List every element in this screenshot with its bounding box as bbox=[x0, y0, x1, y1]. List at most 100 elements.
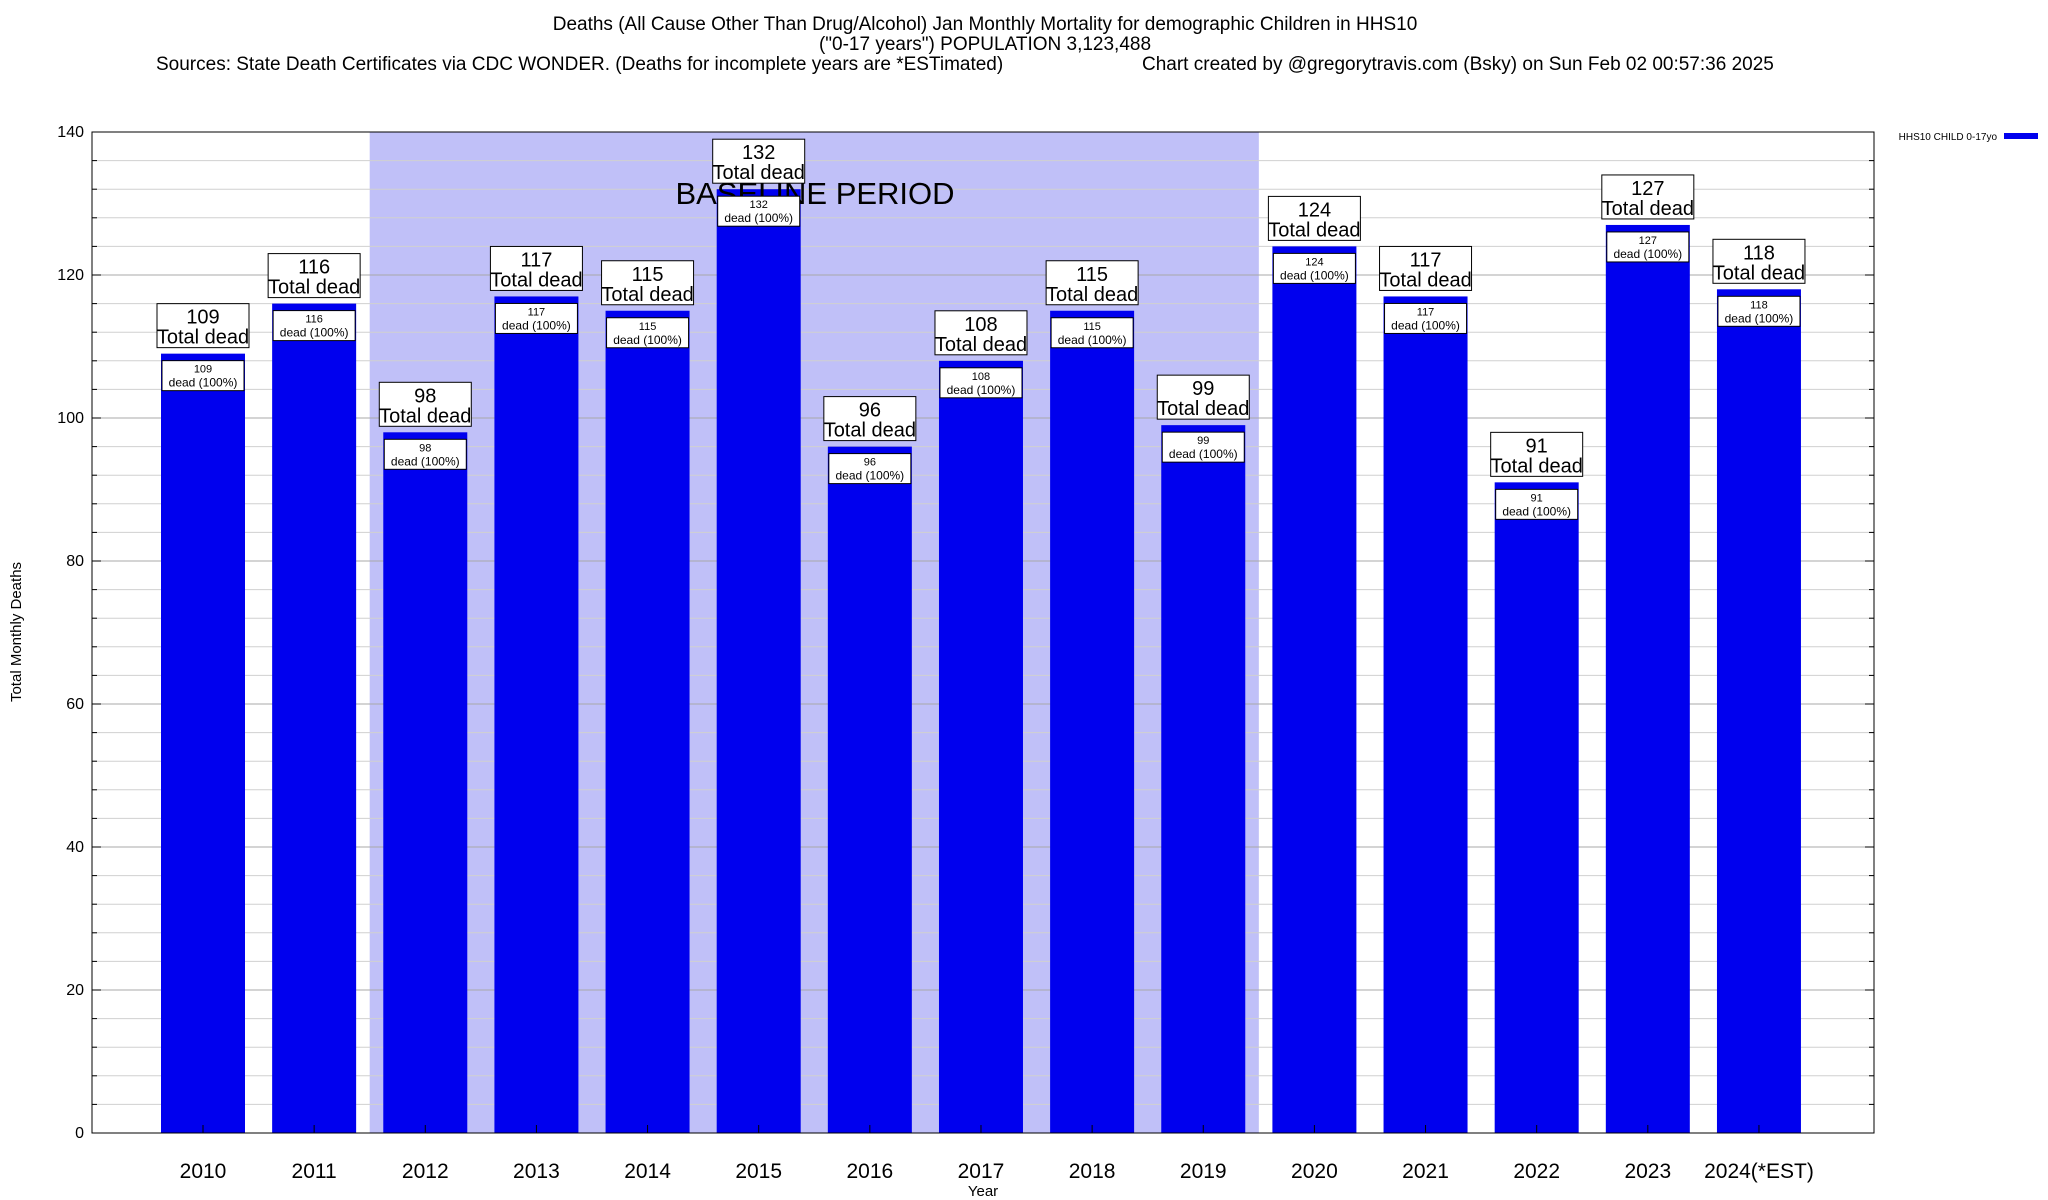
x-tick-label: 2018 bbox=[1069, 1160, 1116, 1183]
total-dead-label: Total dead bbox=[1491, 455, 1583, 477]
total-dead-label: Total dead bbox=[379, 405, 471, 427]
inner-label-box bbox=[1050, 317, 1134, 349]
total-dead-label: Total dead bbox=[935, 334, 1027, 356]
total-value-label: 98 bbox=[414, 385, 436, 407]
inner-label-box bbox=[1717, 295, 1801, 327]
x-tick-label: 2015 bbox=[735, 1160, 782, 1183]
inner-value-label: 117 bbox=[528, 306, 546, 318]
y-tick-label: 120 bbox=[57, 267, 84, 284]
inner-percent-label: dead (100%) bbox=[1502, 504, 1571, 518]
x-tick-label: 2010 bbox=[180, 1160, 227, 1183]
total-value-label: 109 bbox=[186, 307, 219, 329]
total-dead-label: Total dead bbox=[1713, 262, 1805, 284]
bar-2011 bbox=[272, 303, 357, 1134]
inner-percent-label: dead (100%) bbox=[502, 318, 571, 332]
total-value-label: 115 bbox=[1076, 264, 1108, 286]
bar-2015 bbox=[716, 189, 801, 1133]
total-dead-label: Total dead bbox=[1379, 269, 1471, 291]
bar-2023 bbox=[1605, 224, 1690, 1133]
inner-percent-label: dead (100%) bbox=[1613, 247, 1682, 261]
inner-value-label: 98 bbox=[419, 442, 431, 454]
total-dead-label: Total dead bbox=[1268, 219, 1360, 241]
inner-label-box bbox=[161, 360, 245, 392]
x-tick-label: 2017 bbox=[958, 1160, 1005, 1183]
total-label-box bbox=[1490, 431, 1584, 477]
x-tick-label: 2012 bbox=[402, 1160, 449, 1183]
total-label-box bbox=[489, 245, 583, 291]
inner-value-label: 124 bbox=[1305, 256, 1323, 268]
inner-label-box bbox=[383, 438, 467, 470]
bar-2020 bbox=[1272, 246, 1357, 1133]
total-value-label: 108 bbox=[964, 314, 997, 336]
inner-percent-label: dead (100%) bbox=[613, 333, 682, 347]
inner-value-label: 91 bbox=[1531, 492, 1543, 504]
total-dead-label: Total dead bbox=[490, 269, 582, 291]
inner-percent-label: dead (100%) bbox=[724, 211, 793, 225]
total-value-label: 115 bbox=[632, 264, 664, 286]
inner-label-box bbox=[1384, 302, 1468, 334]
inner-value-label: 115 bbox=[1083, 321, 1101, 333]
x-tick-label: 2022 bbox=[1513, 1160, 1560, 1183]
total-value-label: 117 bbox=[1410, 249, 1442, 271]
inner-value-label: 109 bbox=[194, 364, 212, 376]
total-value-label: 117 bbox=[520, 249, 552, 271]
legend-swatch bbox=[2004, 133, 2038, 139]
x-axis-label: Year bbox=[968, 1183, 998, 1200]
inner-label-box bbox=[272, 310, 356, 342]
total-dead-label: Total dead bbox=[268, 277, 360, 299]
inner-percent-label: dead (100%) bbox=[391, 454, 460, 468]
total-value-label: 91 bbox=[1526, 435, 1548, 457]
y-axis-label: Total Monthly Deaths bbox=[8, 562, 25, 702]
total-value-label: 118 bbox=[1743, 242, 1775, 264]
legend-label: HHS10 CHILD 0-17yo bbox=[1899, 132, 1998, 143]
y-tick-label: 0 bbox=[75, 1125, 84, 1142]
total-label-box bbox=[267, 253, 361, 299]
inner-label-box bbox=[939, 367, 1023, 399]
y-tick-label: 40 bbox=[66, 839, 84, 856]
total-dead-label: Total dead bbox=[601, 284, 693, 306]
bar-2021 bbox=[1383, 296, 1468, 1133]
total-value-label: 127 bbox=[1631, 178, 1664, 200]
inner-percent-label: dead (100%) bbox=[1391, 318, 1460, 332]
inner-label-box bbox=[1161, 431, 1245, 463]
x-tick-label: 2024(*EST) bbox=[1704, 1160, 1814, 1183]
inner-value-label: 117 bbox=[1417, 306, 1435, 318]
x-tick-label: 2021 bbox=[1402, 1160, 1449, 1183]
total-label-box bbox=[1045, 260, 1139, 306]
inner-label-box bbox=[1272, 252, 1356, 284]
inner-label-box bbox=[494, 302, 578, 334]
inner-percent-label: dead (100%) bbox=[280, 326, 349, 340]
inner-percent-label: dead (100%) bbox=[1725, 311, 1794, 325]
inner-label-box bbox=[606, 317, 690, 349]
inner-value-label: 108 bbox=[972, 371, 990, 383]
total-value-label: 132 bbox=[742, 142, 775, 164]
inner-percent-label: dead (100%) bbox=[1280, 268, 1349, 282]
inner-label-box bbox=[717, 195, 801, 227]
chart-credit-text: Chart created by @gregorytravis.com (Bsk… bbox=[1142, 54, 1774, 75]
plot-frame bbox=[91, 131, 1875, 1134]
bar-2024(*EST) bbox=[1716, 289, 1801, 1133]
total-dead-label: Total dead bbox=[713, 162, 805, 184]
total-dead-label: Total dead bbox=[1602, 198, 1694, 220]
y-tick-label: 60 bbox=[66, 696, 84, 713]
bar-2014 bbox=[605, 310, 690, 1133]
x-tick-label: 2023 bbox=[1624, 1160, 1671, 1183]
total-label-box bbox=[1267, 195, 1361, 241]
total-label-box bbox=[823, 396, 917, 442]
bar-2022 bbox=[1494, 482, 1579, 1134]
bar-2010 bbox=[161, 353, 245, 1133]
total-label-box bbox=[601, 260, 695, 306]
bar-2019 bbox=[1161, 425, 1246, 1133]
inner-percent-label: dead (100%) bbox=[835, 469, 904, 483]
inner-value-label: 116 bbox=[305, 314, 323, 326]
inner-label-box bbox=[1606, 231, 1690, 263]
x-tick-label: 2016 bbox=[846, 1160, 893, 1183]
y-tick-label: 140 bbox=[57, 124, 84, 141]
total-value-label: 99 bbox=[1192, 378, 1214, 400]
total-label-box bbox=[156, 303, 250, 349]
inner-value-label: 99 bbox=[1197, 435, 1209, 447]
y-tick-label: 20 bbox=[66, 982, 84, 999]
chart-title-line-2: ("0-17 years") POPULATION 3,123,488 bbox=[818, 34, 1152, 55]
chart-title-line-1: Deaths (All Cause Other Than Drug/Alcoho… bbox=[552, 14, 1418, 35]
